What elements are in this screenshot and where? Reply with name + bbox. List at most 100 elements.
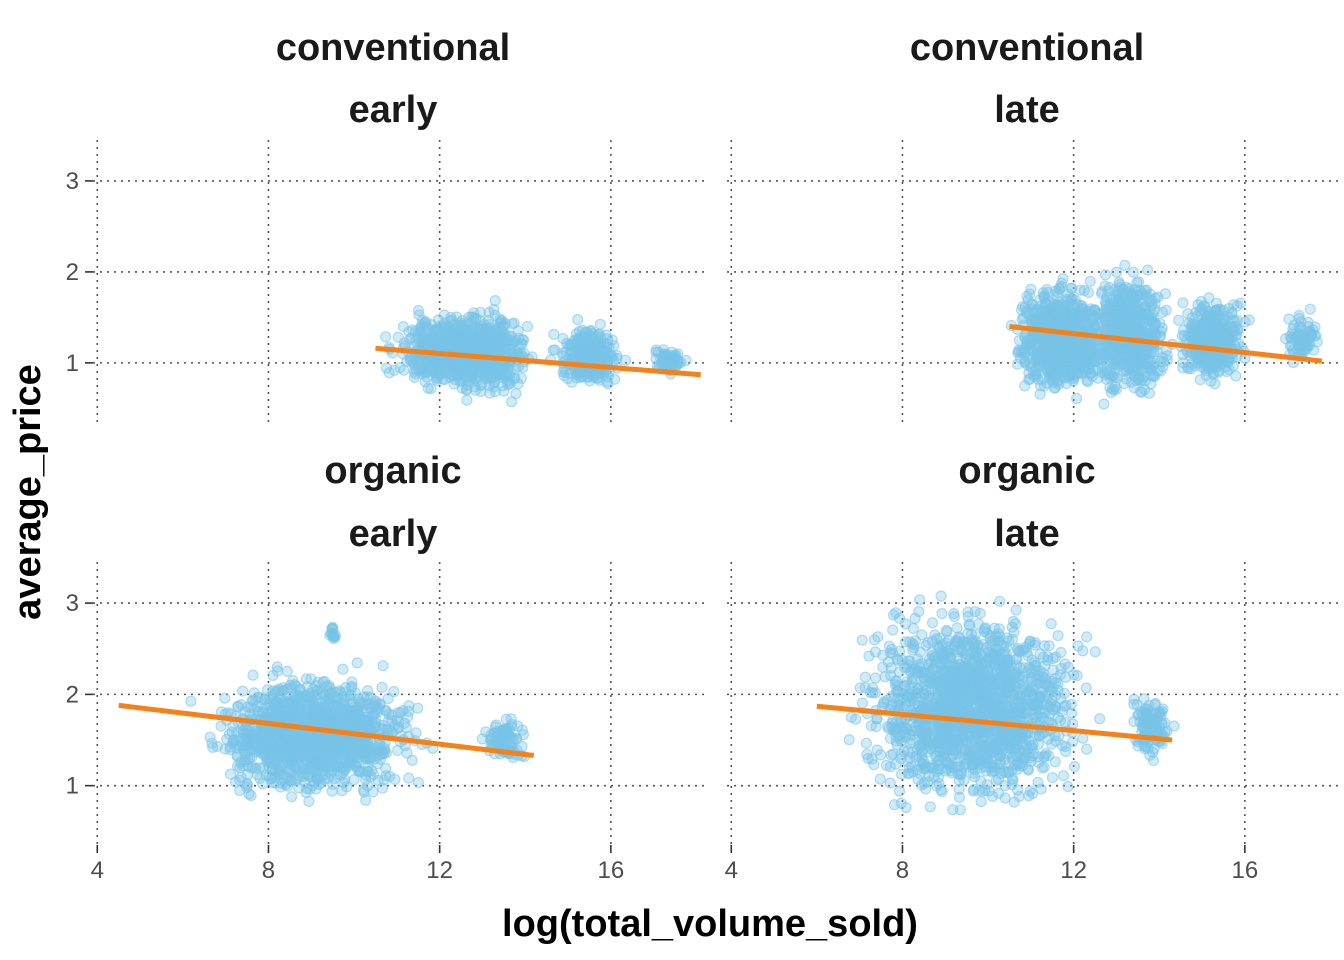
data-point: [403, 772, 415, 784]
strip-organic-late-line1: organic: [958, 450, 1095, 492]
data-point: [327, 778, 339, 790]
data-point: [436, 338, 448, 350]
data-point: [1052, 376, 1064, 388]
data-point: [353, 716, 365, 729]
data-point: [185, 695, 197, 707]
data-point: [289, 761, 301, 773]
data-point: [305, 714, 317, 727]
data-point: [412, 776, 424, 789]
data-point: [377, 660, 389, 672]
x-tick-label: 4: [91, 857, 104, 884]
data-point: [234, 774, 246, 786]
data-point: [1070, 357, 1082, 369]
data-point: [1041, 304, 1054, 316]
data-point: [1283, 313, 1295, 325]
data-point: [1037, 290, 1050, 302]
data-point: [357, 747, 369, 760]
y-tick-label: 2: [66, 259, 79, 286]
data-point: [430, 367, 442, 379]
x-tick-label: 16: [1231, 857, 1258, 884]
data-point: [400, 721, 412, 734]
data-point: [893, 785, 906, 797]
data-point: [1156, 351, 1169, 363]
x-axis-title: log(total_volume_sold): [502, 903, 918, 945]
data-point: [503, 330, 515, 342]
data-point: [360, 794, 372, 806]
data-point: [1119, 259, 1131, 271]
data-point: [475, 385, 487, 397]
data-point: [1160, 304, 1172, 316]
data-point: [1057, 273, 1069, 285]
data-point: [219, 692, 231, 704]
data-point: [1106, 383, 1119, 395]
data-point: [500, 713, 512, 726]
data-point: [372, 774, 384, 786]
data-point: [480, 726, 492, 738]
data-point: [1084, 275, 1096, 287]
data-point: [1295, 316, 1307, 328]
data-point: [235, 698, 247, 711]
data-point: [1136, 291, 1148, 303]
data-point: [478, 318, 490, 330]
scatter-points-organic-late: [843, 590, 1180, 816]
data-point: [1098, 398, 1110, 410]
data-point: [509, 372, 521, 384]
strip-conventional-late-line2: late: [994, 89, 1059, 131]
data-point: [1243, 314, 1255, 326]
data-point: [1018, 349, 1030, 361]
data-point: [406, 332, 418, 344]
data-point: [215, 720, 227, 732]
data-point: [259, 701, 271, 714]
data-point: [1082, 286, 1095, 298]
data-point: [1210, 329, 1223, 341]
data-point: [335, 699, 347, 711]
data-point: [363, 713, 375, 725]
data-point: [397, 321, 409, 333]
data-point: [1068, 760, 1081, 773]
data-point: [1064, 343, 1076, 355]
data-point: [386, 726, 398, 738]
data-point: [1227, 360, 1239, 372]
data-point: [460, 371, 472, 383]
data-point: [490, 366, 502, 378]
data-point: [487, 343, 499, 355]
data-point: [1304, 303, 1316, 315]
data-point: [1082, 376, 1094, 388]
data-point: [924, 801, 936, 813]
data-point: [502, 359, 514, 371]
data-point: [433, 367, 445, 380]
data-point: [1211, 361, 1223, 373]
x-tick-label: 12: [1060, 857, 1087, 884]
data-point: [473, 332, 485, 344]
data-point: [602, 378, 614, 390]
data-point: [280, 778, 292, 791]
data-point: [1034, 380, 1047, 392]
data-point: [1231, 300, 1243, 312]
data-point: [506, 318, 518, 330]
data-point: [1200, 369, 1212, 382]
strip-conventional-early-line1: conventional: [276, 27, 510, 69]
y-tick-label: 2: [66, 681, 79, 708]
strip-organic-early-line1: organic: [324, 450, 461, 492]
data-point: [510, 732, 522, 745]
data-point: [1096, 349, 1109, 361]
data-point: [1146, 329, 1158, 342]
data-point: [383, 367, 395, 379]
data-point: [407, 357, 419, 369]
data-point: [305, 673, 317, 685]
data-point: [234, 784, 246, 797]
data-point: [521, 320, 534, 333]
panel-organic-late: 4 8 12 16: [725, 562, 1339, 884]
data-point: [416, 368, 428, 380]
data-point: [247, 760, 259, 773]
data-point: [1209, 378, 1221, 390]
data-point: [253, 744, 265, 756]
data-point: [356, 765, 368, 777]
data-point: [1092, 312, 1104, 324]
strip-organic-early-line2: early: [349, 513, 438, 555]
data-point: [1081, 322, 1093, 334]
data-point: [247, 669, 259, 681]
data-point: [224, 741, 236, 753]
